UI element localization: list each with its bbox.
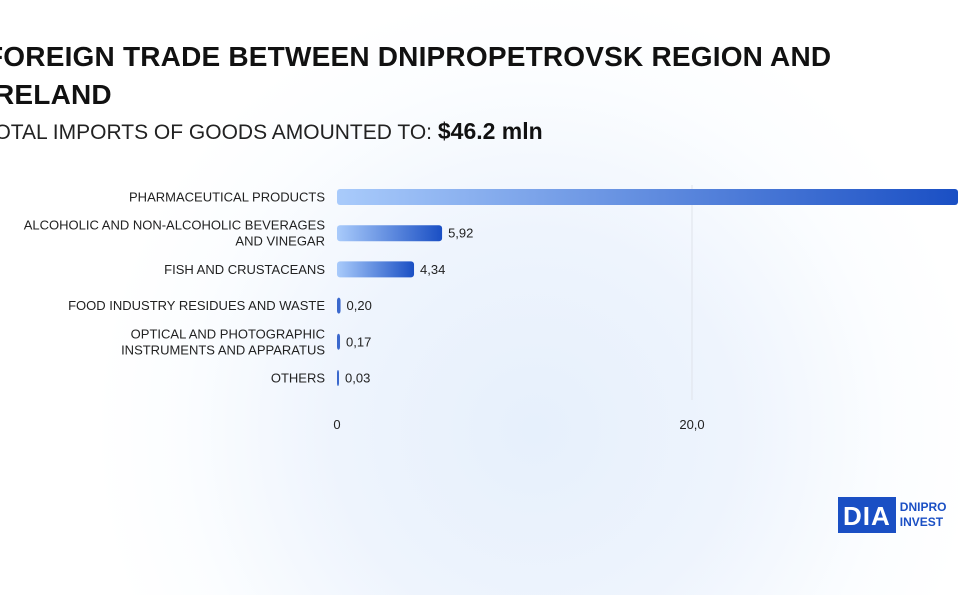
subtitle-value: $46.2 mln [437,118,543,144]
x-tick-label: 20,0 [679,417,704,432]
bar [337,333,341,350]
logo-text-line1: DNIPRO [899,500,947,514]
bar [337,225,443,242]
category-label: OPTICAL AND PHOTOGRAPHIC [131,326,325,341]
subtitle: TOTAL IMPORTS OF GOODS AMOUNTED TO: $46.… [0,118,543,145]
category-label: FOOD INDUSTRY RESIDUES AND WASTE [68,298,325,313]
subtitle-label: TOTAL IMPORTS OF GOODS AMOUNTED TO: [0,121,433,144]
bar [337,370,339,386]
bar [337,297,341,314]
bar [337,189,958,205]
data-label: 4,34 [420,262,445,277]
logo-mark: DIA [838,497,896,533]
data-label: 0,03 [345,371,370,386]
x-tick-label: 0 [333,417,340,432]
category-label: OTHERS [271,371,326,386]
category-label: AND VINEGAR [235,234,325,249]
data-label: 5,92 [448,226,473,241]
logo-text: DNIPRO INVEST [900,500,947,530]
page-title: FOREIGN TRADE BETWEEN DNIPROPETROVSK REG… [0,41,832,110]
category-label: ALCOHOLIC AND NON-ALCOHOLIC BEVERAGES [24,218,326,233]
data-label: 0,17 [346,334,371,349]
category-label: FISH AND CRUSTACEANS [164,262,325,277]
category-label: INSTRUMENTS AND APPARATUS [121,342,325,357]
dia-logo: DIA DNIPRO INVEST [838,497,946,533]
bar [337,261,415,278]
data-label: 0,20 [347,298,372,313]
logo-text-line2: INVEST [899,515,944,529]
category-label: PHARMACEUTICAL PRODUCTS [129,190,325,205]
